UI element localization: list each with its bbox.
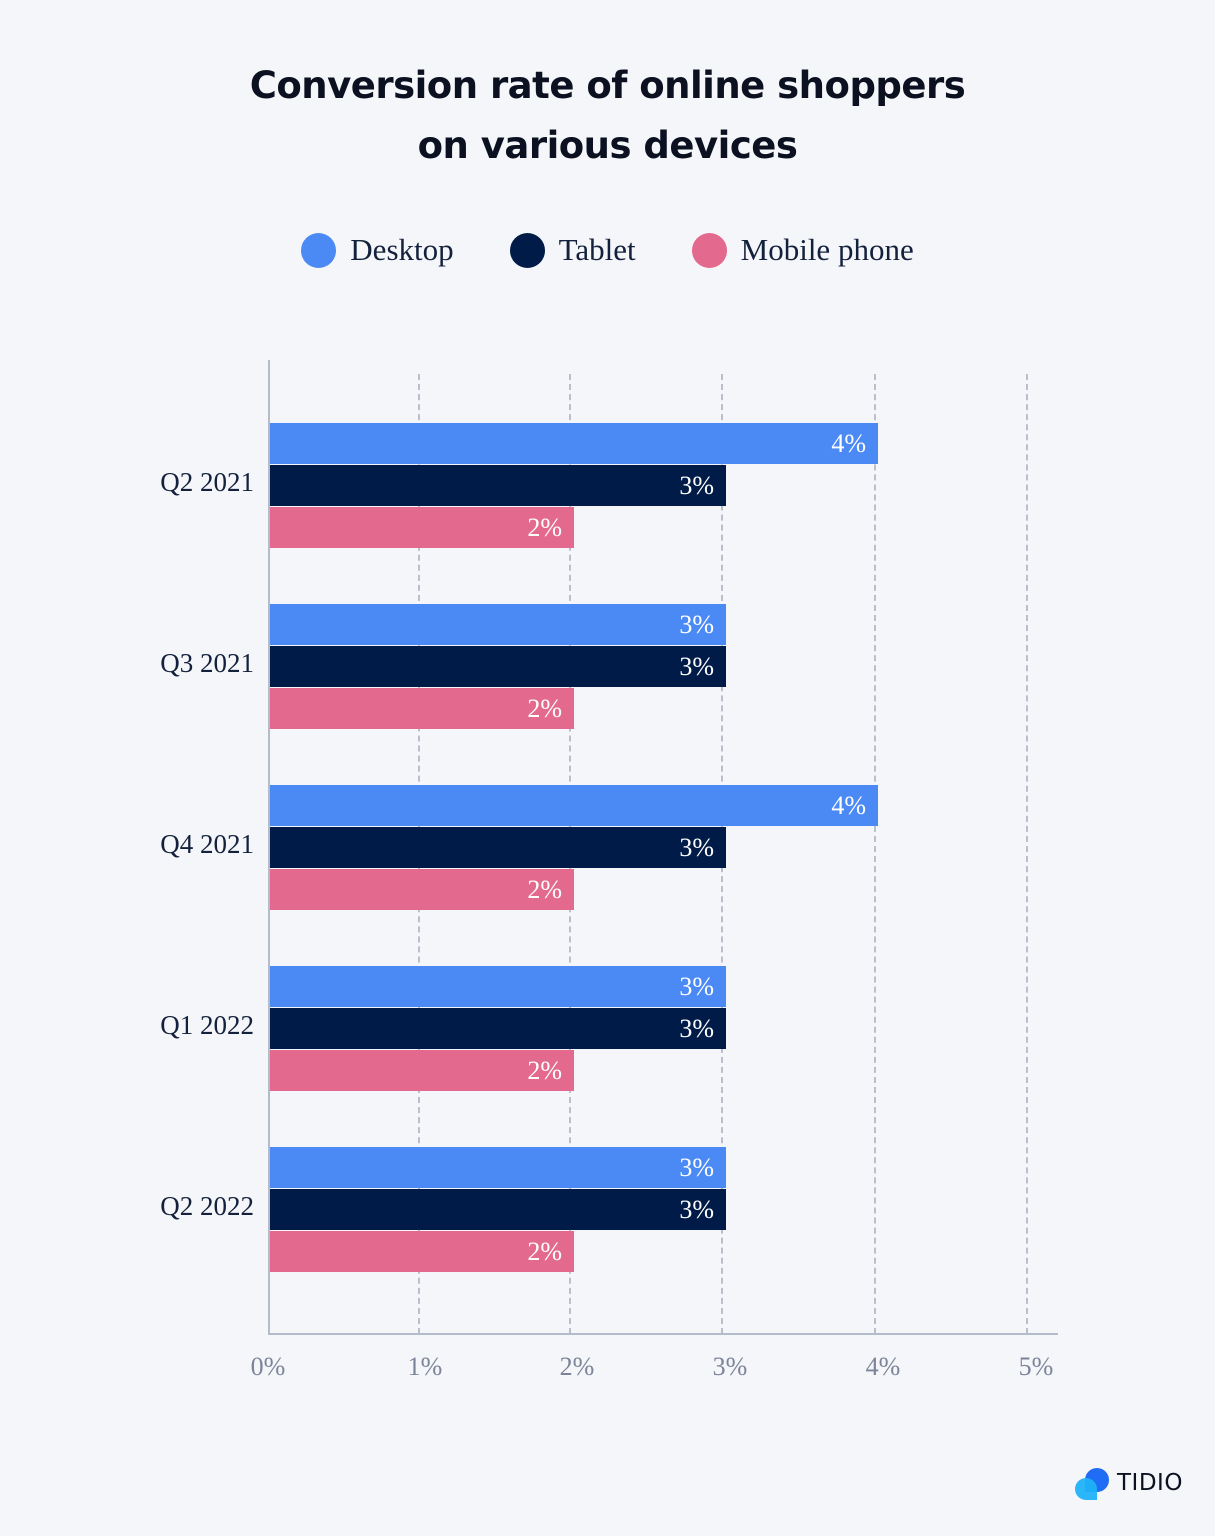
brand-logo: TIDIO <box>1075 1466 1183 1500</box>
bar-tablet: 3% <box>270 646 726 687</box>
bar-value-label: 3% <box>679 971 714 1001</box>
gridline <box>874 374 876 1334</box>
bar-value-label: 2% <box>527 693 562 723</box>
bar-value-label: 2% <box>527 1055 562 1085</box>
category-label: Q2 2022 <box>160 1191 254 1221</box>
category-label: Q3 2021 <box>160 648 254 678</box>
bar-mobile-phone: 2% <box>270 869 574 910</box>
x-tick-label: 3% <box>712 1352 748 1381</box>
desktop-dot-icon <box>301 232 337 268</box>
bar-value-label: 4% <box>831 790 866 820</box>
bar-desktop: 3% <box>270 1147 726 1188</box>
category-label: Q2 2021 <box>160 467 254 497</box>
bar-tablet: 3% <box>270 1008 726 1049</box>
tablet-dot-icon <box>509 232 545 268</box>
bar-mobile-phone: 2% <box>270 507 574 548</box>
legend-label: Tablet <box>558 232 636 267</box>
legend-label: Desktop <box>350 232 454 267</box>
x-tick-label: 5% <box>1018 1352 1054 1381</box>
brand-name: TIDIO <box>1117 1470 1183 1496</box>
chart-title: Conversion rate of online shoppers on va… <box>0 56 1215 176</box>
x-tick-label: 2% <box>559 1352 595 1381</box>
bar-value-label: 2% <box>527 512 562 542</box>
bar-value-label: 3% <box>679 832 714 862</box>
bar-desktop: 4% <box>270 785 878 826</box>
legend-item-mobile: Mobile phone <box>691 232 914 268</box>
mobile-dot-icon <box>691 232 727 268</box>
bar-value-label: 3% <box>679 609 714 639</box>
bar-desktop: 3% <box>270 966 726 1007</box>
bar-mobile-phone: 2% <box>270 1050 574 1091</box>
gridline <box>1026 374 1028 1334</box>
bar-tablet: 3% <box>270 1189 726 1230</box>
legend: Desktop Tablet Mobile phone <box>0 232 1215 268</box>
bar-value-label: 2% <box>527 1236 562 1266</box>
plot-area: 4% 3% 2% 3% 3% 2% 4% 3% 2% 3% 3% 2% 3% 3% 2% <box>268 360 1058 1335</box>
category-label: Q1 2022 <box>160 1010 254 1040</box>
bar-value-label: 3% <box>679 1013 714 1043</box>
bar-mobile-phone: 2% <box>270 1231 574 1272</box>
legend-item-desktop: Desktop <box>301 232 454 268</box>
legend-label: Mobile phone <box>740 232 914 267</box>
x-tick-label: 4% <box>865 1352 901 1381</box>
category-label: Q4 2021 <box>160 829 254 859</box>
bar-tablet: 3% <box>270 827 726 868</box>
bar-value-label: 2% <box>527 874 562 904</box>
y-axis <box>268 360 270 1335</box>
bar-desktop: 4% <box>270 423 878 464</box>
bar-tablet: 3% <box>270 465 726 506</box>
bar-value-label: 4% <box>831 428 866 458</box>
bar-desktop: 3% <box>270 604 726 645</box>
x-tick-label: 1% <box>407 1352 443 1381</box>
bar-value-label: 3% <box>679 1194 714 1224</box>
bar-mobile-phone: 2% <box>270 688 574 729</box>
tidio-logo-icon <box>1075 1466 1109 1500</box>
legend-item-tablet: Tablet <box>509 232 636 268</box>
title-line-1: Conversion rate of online shoppers <box>249 64 966 107</box>
bar-value-label: 3% <box>679 651 714 681</box>
x-axis <box>268 1333 1058 1335</box>
bar-value-label: 3% <box>679 470 714 500</box>
bar-value-label: 3% <box>679 1152 714 1182</box>
title-line-2: on various devices <box>417 124 798 167</box>
x-tick-label: 0% <box>250 1352 286 1381</box>
